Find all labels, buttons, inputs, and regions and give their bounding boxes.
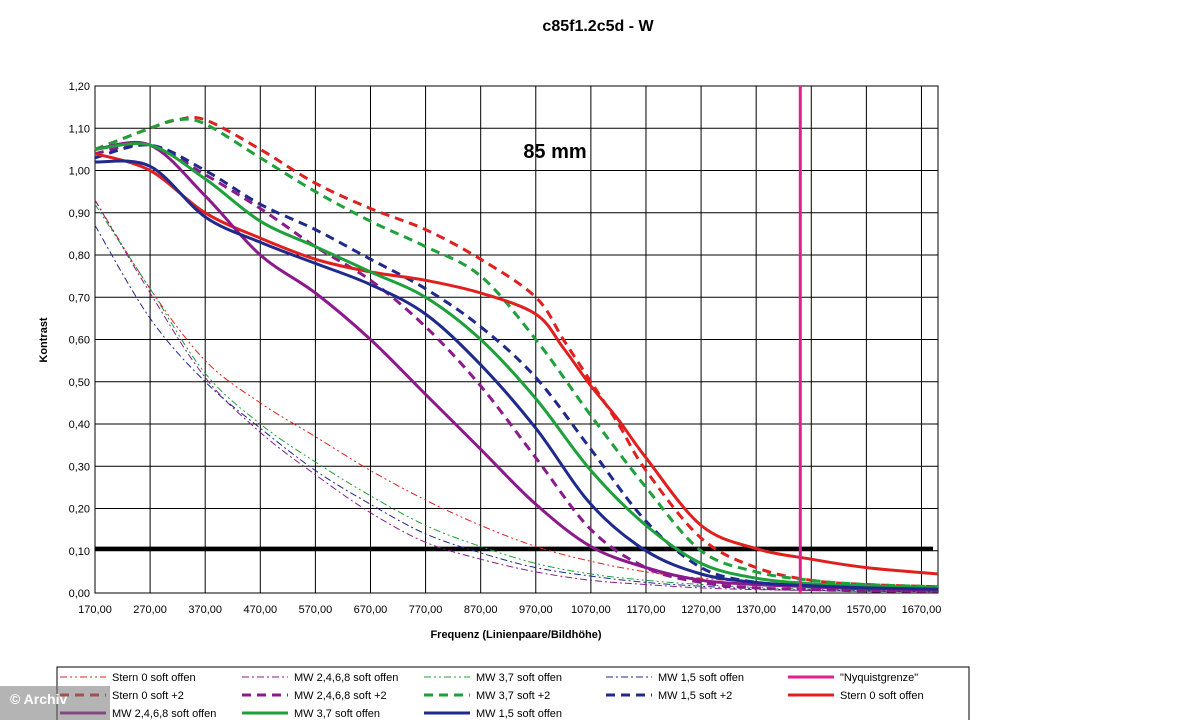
y-tick-label: 0,90 (69, 208, 90, 220)
y-tick-label: 0,10 (69, 546, 90, 558)
x-tick-label: 1170,00 (627, 604, 666, 616)
x-tick-label: 370,00 (188, 604, 222, 616)
chart-title: c85f1.2c5d - W (542, 18, 654, 35)
series-line (94, 142, 939, 590)
x-tick-label: 270,00 (133, 604, 167, 616)
x-tick-label: 1470,00 (791, 604, 831, 616)
series-line (94, 117, 939, 589)
legend-label: MW 3,7 soft offen (294, 708, 380, 720)
legend-label: Stern 0 soft +2 (112, 690, 184, 702)
y-tick-label: 1,20 (69, 81, 90, 93)
y-tick-label: 0,20 (69, 504, 90, 516)
axes: 0,00 0,10 0,20 0,30 0,40 0,50 0,60 0,70 0,80 0,90… (69, 81, 942, 616)
y-tick-label: 1,10 (69, 123, 90, 135)
y-tick-label: 0,70 (69, 292, 90, 304)
series-line (94, 204, 939, 592)
x-tick-label: 470,00 (243, 604, 277, 616)
legend-label: MW 3,7 soft +2 (476, 690, 550, 702)
series-group (94, 86, 939, 593)
x-tick-label: 1270,00 (681, 604, 721, 616)
legend-label: Stern 0 soft offen (112, 672, 196, 684)
y-tick-label: 0,60 (69, 335, 90, 347)
legend-label: MW 2,4,6,8 soft offen (294, 672, 398, 684)
x-tick-label: 770,00 (409, 604, 443, 616)
legend-label: "Nyquistgrenze" (840, 672, 918, 684)
x-tick-label: 1370,00 (736, 604, 776, 616)
series-line (94, 115, 939, 589)
y-tick-label: 0,00 (69, 588, 90, 600)
y-axis-label: Kontrast (38, 317, 50, 363)
series-line (94, 152, 939, 576)
series-line (94, 225, 939, 593)
legend-label: MW 3,7 soft offen (476, 672, 562, 684)
legend-label: MW 1,5 soft offen (658, 672, 744, 684)
series-line (94, 199, 939, 593)
y-tick-label: 1,00 (69, 166, 90, 178)
credit-text: © Archiv (10, 691, 67, 707)
x-tick-label: 1070,00 (571, 604, 611, 616)
y-tick-label: 0,50 (69, 377, 90, 389)
y-tick-label: 0,40 (69, 419, 90, 431)
grid (94, 85, 939, 594)
x-tick-label: 1670,00 (902, 604, 942, 616)
legend: Stern 0 soft offen MW 2,4,6,8 soft offen M… (56, 666, 970, 720)
series-line (94, 159, 939, 591)
y-tick-label: 0,30 (69, 461, 90, 473)
x-tick-label: 570,00 (299, 604, 333, 616)
x-tick-label: 1570,00 (846, 604, 886, 616)
focal-length-annotation: 85 mm (523, 141, 586, 163)
x-tick-label: 170,00 (78, 604, 112, 616)
legend-label: MW 1,5 soft +2 (658, 690, 732, 702)
legend-label: MW 2,4,6,8 soft offen (112, 708, 216, 720)
x-tick-label: 670,00 (354, 604, 388, 616)
legend-label: MW 2,4,6,8 soft +2 (294, 690, 387, 702)
legend-label: Stern 0 soft offen (840, 690, 924, 702)
x-tick-label: 970,00 (519, 604, 553, 616)
x-axis-label: Frequenz (Linienpaare/Bildhöhe) (430, 629, 601, 641)
x-tick-label: 870,00 (464, 604, 498, 616)
legend-label: MW 1,5 soft offen (476, 708, 562, 720)
credit-watermark: © Archiv (0, 686, 110, 720)
y-tick-label: 0,80 (69, 250, 90, 262)
